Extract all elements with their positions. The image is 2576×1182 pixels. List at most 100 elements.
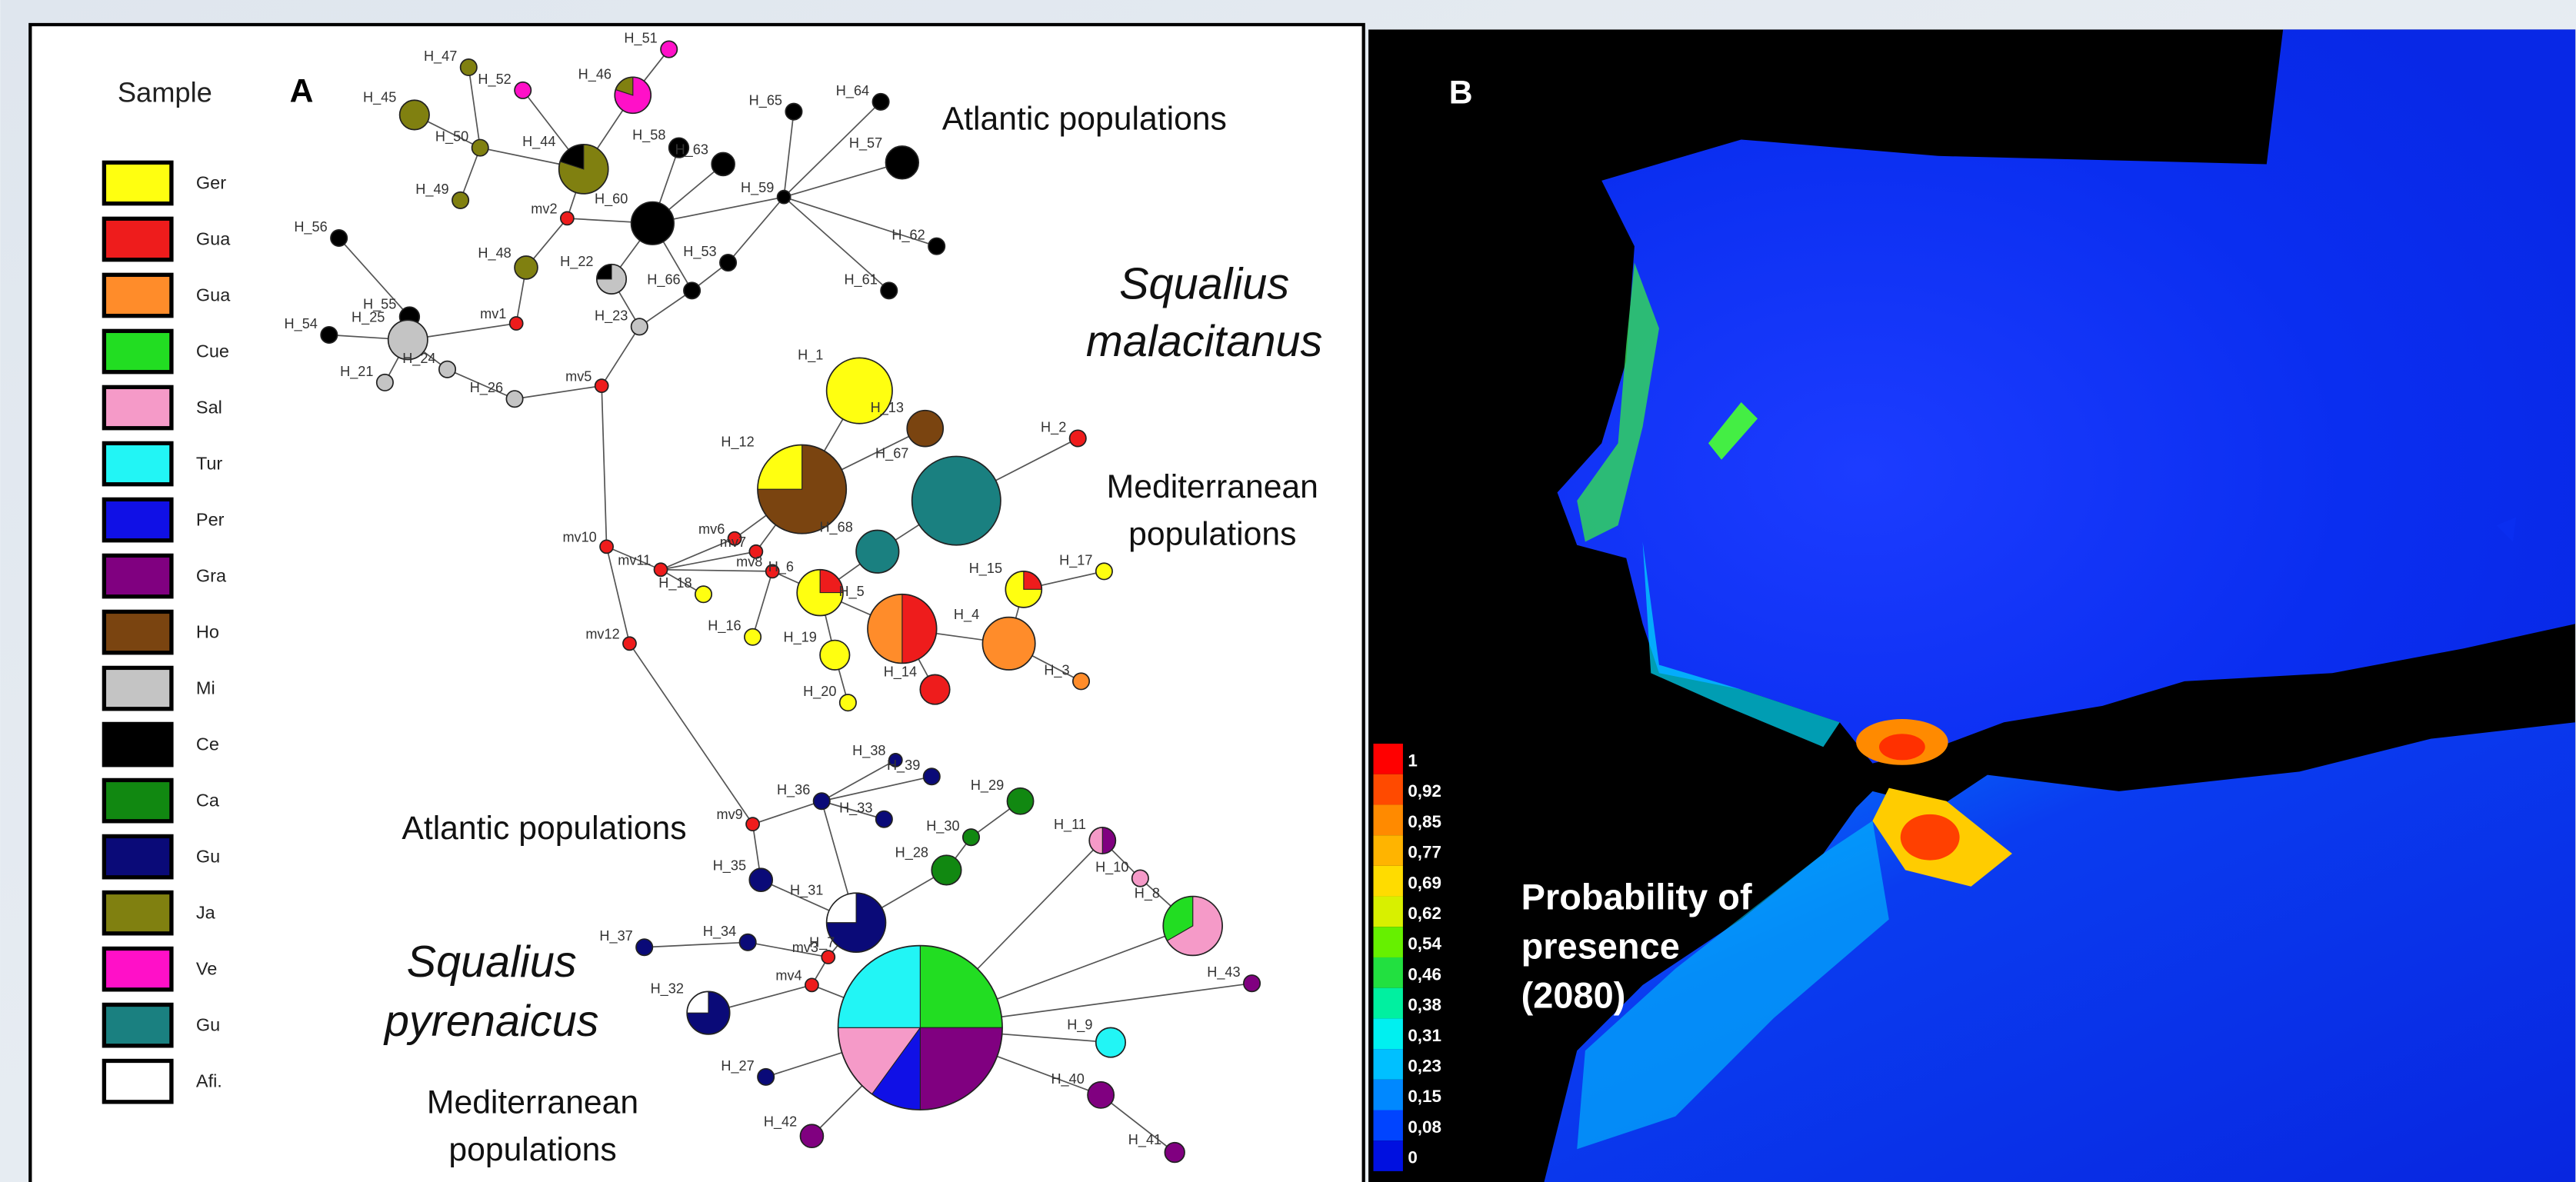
scale-swatch bbox=[1374, 1080, 1403, 1110]
node-label: H_66 bbox=[647, 271, 680, 288]
node-label: H_19 bbox=[783, 630, 816, 646]
scale-label: 0,23 bbox=[1408, 1056, 1441, 1075]
node-circle bbox=[885, 146, 918, 179]
legend-label: Ve bbox=[196, 959, 217, 979]
node-circle bbox=[632, 318, 648, 335]
species-name: pyrenaicus bbox=[383, 997, 599, 1046]
node-circle bbox=[982, 618, 1035, 670]
node-label: H_34 bbox=[703, 924, 736, 940]
legend-swatch bbox=[104, 555, 172, 596]
legend-swatch bbox=[104, 892, 172, 933]
legend-swatch bbox=[104, 1004, 172, 1045]
legend-swatch bbox=[104, 836, 172, 877]
node-circle bbox=[800, 1124, 823, 1147]
legend-label: Gua bbox=[196, 229, 231, 249]
node-label: H_11 bbox=[1054, 817, 1086, 833]
node-label: H_6 bbox=[768, 559, 794, 575]
node-label: H_33 bbox=[839, 801, 872, 817]
node-label: H_63 bbox=[675, 142, 708, 158]
scale-label: 0,31 bbox=[1408, 1026, 1441, 1045]
scale-swatch bbox=[1374, 866, 1403, 897]
node-label: H_51 bbox=[624, 31, 657, 47]
legend-label: Gu bbox=[196, 847, 220, 867]
node-circle bbox=[711, 153, 735, 176]
node-label: H_49 bbox=[415, 181, 448, 198]
annotation: Mediterranean bbox=[1107, 468, 1318, 505]
node-circle bbox=[920, 674, 949, 704]
node-label: H_67 bbox=[875, 446, 908, 462]
node-label: H_7 bbox=[809, 935, 835, 951]
node-circle bbox=[805, 978, 818, 991]
legend-label: Per bbox=[196, 510, 225, 530]
node-circle bbox=[439, 361, 455, 378]
figure: H_47H_45H_52H_51H_46H_50H_44H_49mv2H_58H… bbox=[0, 0, 2576, 1182]
node-circle bbox=[746, 817, 759, 831]
legend-label: Gua bbox=[196, 285, 231, 305]
scale-label: 0,85 bbox=[1408, 812, 1441, 831]
annotation: Mediterranean bbox=[427, 1084, 638, 1120]
legend-swatch bbox=[104, 780, 172, 821]
species-name: Squalius bbox=[1119, 260, 1289, 309]
node-label: H_35 bbox=[713, 857, 746, 874]
legend-label: Gra bbox=[196, 566, 227, 586]
legend-label: Ja bbox=[196, 903, 216, 923]
node-label: mv8 bbox=[736, 554, 762, 569]
node-circle bbox=[820, 641, 849, 670]
node-circle bbox=[907, 411, 943, 447]
scale-label: 0,08 bbox=[1408, 1117, 1441, 1137]
node-label: H_8 bbox=[1135, 886, 1160, 902]
body: H_47H_45H_52H_51H_46H_50H_44H_49mv2H_58H… bbox=[0, 0, 2576, 1182]
node-circle bbox=[876, 811, 892, 827]
node-circle bbox=[758, 1069, 774, 1085]
node-label: H_28 bbox=[895, 844, 928, 861]
annotation: populations bbox=[448, 1131, 616, 1168]
node-circle bbox=[1165, 1143, 1185, 1163]
scale-swatch bbox=[1374, 1018, 1403, 1049]
scale-label: 0 bbox=[1408, 1148, 1417, 1167]
map-caption: (2080) bbox=[1521, 975, 1626, 1016]
node-circle bbox=[472, 139, 488, 155]
node-label: H_37 bbox=[599, 928, 632, 944]
node-label: H_20 bbox=[803, 684, 836, 700]
node-label: H_59 bbox=[741, 180, 774, 196]
scale-label: 0,15 bbox=[1408, 1087, 1441, 1106]
node-circle bbox=[924, 768, 940, 784]
node-label: H_44 bbox=[522, 134, 555, 150]
legend-swatch bbox=[104, 162, 172, 203]
scale-swatch bbox=[1374, 897, 1403, 927]
node-label: H_23 bbox=[595, 308, 628, 324]
scale-label: 1 bbox=[1408, 751, 1417, 770]
legend-swatch bbox=[104, 948, 172, 989]
node-circle bbox=[872, 94, 888, 110]
annotation: Atlantic populations bbox=[402, 810, 686, 847]
legend-swatch bbox=[104, 499, 172, 540]
node-label: H_13 bbox=[871, 400, 904, 416]
legend-swatch bbox=[104, 724, 172, 764]
node-label: mv2 bbox=[531, 201, 557, 217]
node-label: H_46 bbox=[578, 66, 612, 82]
node-circle bbox=[1088, 1082, 1114, 1108]
legend-title: Sample bbox=[118, 76, 212, 108]
node-label: H_27 bbox=[721, 1058, 754, 1074]
node-label: H_53 bbox=[683, 244, 716, 260]
node-circle bbox=[1132, 870, 1148, 886]
legend-label: Sal bbox=[196, 398, 222, 418]
node-label: H_40 bbox=[1051, 1071, 1084, 1087]
node-label: mv12 bbox=[585, 626, 619, 641]
page: Squalius haplotype network and presence … bbox=[0, 0, 2576, 1182]
legend: GerGuaGuaCueSalTurPerGraHoMiCeCaGuJaVeGu… bbox=[104, 162, 231, 1101]
node-label: mv7 bbox=[720, 534, 746, 550]
scale-label: 0,62 bbox=[1408, 904, 1441, 923]
legend-label: Gu bbox=[196, 1015, 220, 1035]
node-circle bbox=[1096, 563, 1112, 579]
node-circle bbox=[623, 637, 636, 650]
node-circle bbox=[928, 238, 945, 255]
node-label: H_1 bbox=[798, 348, 823, 364]
legend-swatch bbox=[104, 611, 172, 652]
node-circle bbox=[377, 375, 393, 391]
node-circle bbox=[931, 855, 961, 884]
legend-label: Mi bbox=[196, 678, 215, 698]
node-label: H_18 bbox=[658, 575, 691, 591]
legend-label: Afi. bbox=[196, 1071, 222, 1091]
node-circle bbox=[515, 82, 531, 98]
